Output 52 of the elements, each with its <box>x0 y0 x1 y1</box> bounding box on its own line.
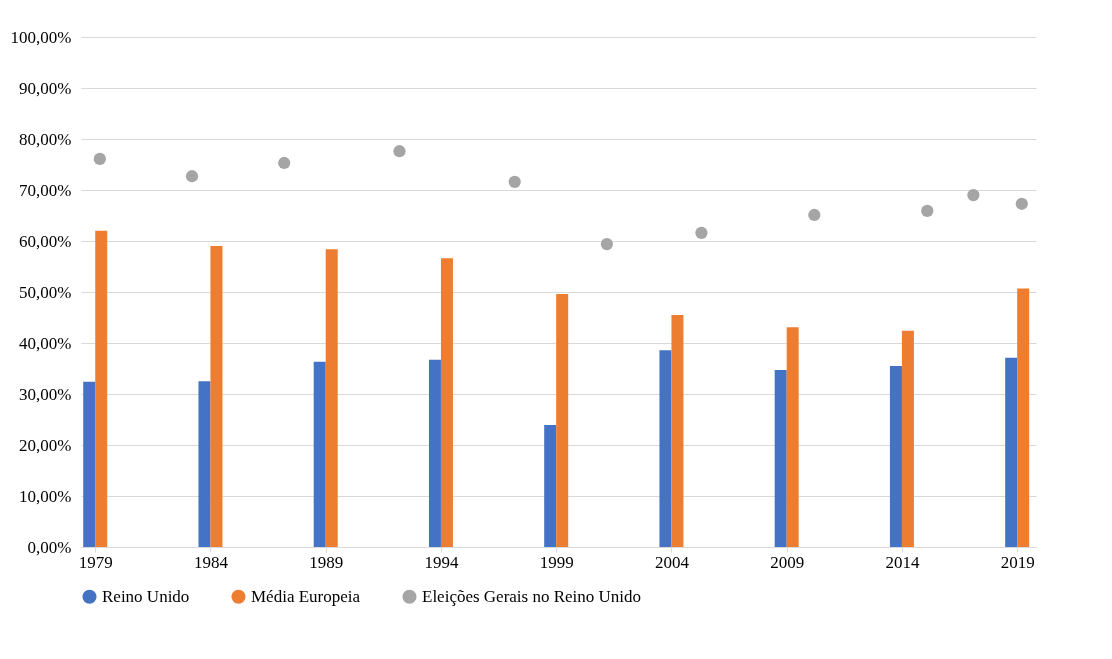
x-tick-label: 2014 <box>885 552 920 572</box>
point <box>967 188 980 202</box>
bar <box>889 365 902 547</box>
y-tick-label: 20,00% <box>19 435 72 455</box>
bar <box>774 370 787 547</box>
x-tick-label: 1979 <box>78 552 113 572</box>
point <box>508 175 521 188</box>
bar <box>440 258 453 547</box>
y-tick-label: 70,00% <box>19 180 72 200</box>
y-tick-label: 80,00% <box>19 129 72 149</box>
y-tick-label: 90,00% <box>19 78 72 98</box>
bar <box>198 381 211 547</box>
y-tick-label: 30,00% <box>19 384 72 404</box>
bar <box>428 359 441 547</box>
bar <box>786 327 799 547</box>
y-tick-label: 10,00% <box>19 486 72 506</box>
bar <box>544 425 557 547</box>
y-tick-label: 100,00% <box>10 27 72 47</box>
y-tick-label: 60,00% <box>19 231 72 251</box>
point <box>393 145 406 158</box>
x-tick-label: 1989 <box>309 552 344 572</box>
point <box>600 237 614 251</box>
point <box>185 170 199 183</box>
bar <box>210 246 223 547</box>
bar <box>313 361 326 547</box>
point <box>695 226 708 239</box>
bar <box>671 314 684 547</box>
bar <box>83 381 96 547</box>
x-tick-label: 2019 <box>1000 552 1035 572</box>
x-tick-label: 1984 <box>193 552 229 572</box>
bar <box>95 230 108 547</box>
point <box>1015 197 1028 210</box>
bar <box>1017 288 1030 547</box>
point <box>921 204 934 218</box>
bar <box>901 330 914 547</box>
point <box>808 208 821 222</box>
x-tick-label: 2009 <box>770 552 805 572</box>
bar <box>556 294 569 547</box>
x-tick-label: 1999 <box>539 552 574 572</box>
x-tick-label: 1994 <box>424 552 459 572</box>
bar <box>659 350 672 547</box>
legend-label: Média Europeia <box>251 586 361 606</box>
legend-label: Eleições Gerais no Reino Unido <box>422 586 642 606</box>
point <box>93 152 106 165</box>
y-tick-label: 0,00% <box>27 537 72 557</box>
y-tick-label: 40,00% <box>19 333 72 353</box>
x-tick-label: 2004 <box>654 552 690 572</box>
point <box>278 156 291 170</box>
bar <box>1005 357 1018 547</box>
legend-label: Reino Unido <box>102 586 190 606</box>
y-tick-label: 50,00% <box>19 282 72 302</box>
bar <box>325 249 338 547</box>
